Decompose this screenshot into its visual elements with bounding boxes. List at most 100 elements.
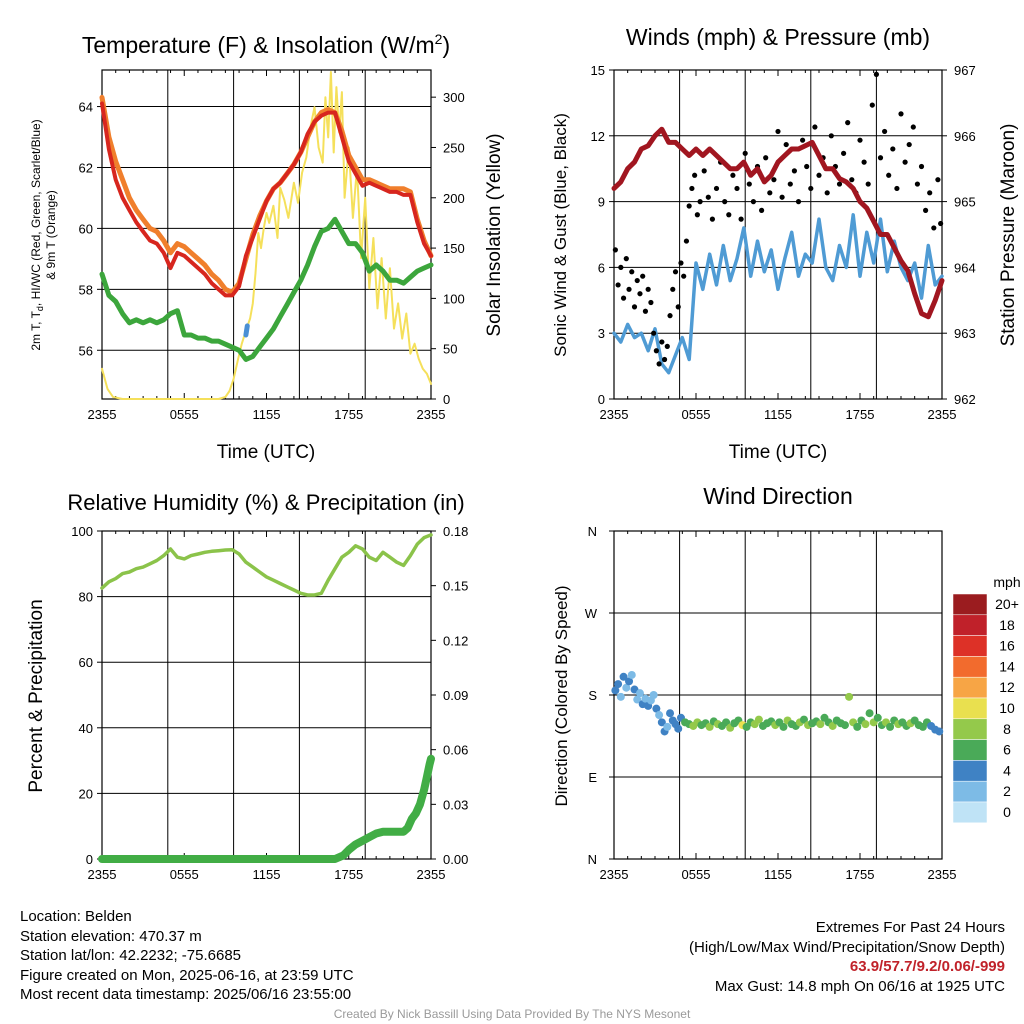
gust-point [931, 225, 937, 231]
humidity-ylabel: Percent & Precipitation [26, 599, 47, 792]
x-tick-label: 2355 [928, 407, 957, 422]
winds-panel: Winds (mph) & Pressure (mb) Sonic Wind &… [551, 24, 1019, 463]
extremes-subtitle: (High/Low/Max Wind/Precipitation/Snow De… [689, 938, 1005, 956]
legend-label: 4 [1003, 762, 1011, 778]
legend-swatch [952, 593, 988, 616]
direction-point [840, 721, 849, 730]
gust-point [683, 238, 690, 244]
x-tick-label: 0555 [170, 867, 199, 882]
recent-text: Most recent data timestamp: 2025/06/16 2… [20, 986, 352, 1003]
gust-point [828, 133, 834, 139]
x-tick-label: 1755 [334, 867, 363, 882]
x-tick-label: 2355 [417, 407, 446, 422]
direction-point [845, 692, 854, 701]
legend-label: 16 [999, 638, 1015, 654]
gust-point [697, 199, 703, 205]
humidity-y-tick-label: 80 [79, 590, 93, 605]
gust-point [726, 212, 732, 218]
pressure-y-tick-label: 964 [954, 260, 976, 275]
plot-border [613, 69, 943, 400]
precip-y-tick-label: 0.03 [443, 797, 468, 812]
gust-point [787, 181, 793, 187]
direction-point [649, 691, 658, 699]
precip-y-tick-label: 0.12 [443, 633, 468, 648]
gust-point [767, 190, 773, 196]
gust-point [927, 190, 933, 196]
direction-point [853, 722, 862, 731]
precip-y-tick-label: 0.15 [443, 579, 468, 594]
legend-label: 8 [1003, 721, 1011, 737]
precip-y-tick-label: 0.09 [443, 688, 468, 703]
gust-point [771, 177, 777, 183]
temperature-y-tick-label: 56 [79, 343, 93, 358]
direction-y-tick-label: W [585, 606, 598, 621]
direction-point [655, 711, 664, 720]
gust-point [923, 207, 929, 213]
gust-point [722, 199, 728, 205]
temperature-y-tick-label: 64 [79, 100, 93, 115]
direction-point [652, 704, 661, 713]
legend-label: 20+ [995, 596, 1019, 612]
gust-point [634, 277, 640, 284]
gust-point [800, 137, 806, 143]
x-tick-label: 2355 [417, 867, 446, 882]
gust-point [701, 168, 707, 174]
legend-label: 6 [1003, 742, 1011, 758]
gust-point [734, 185, 740, 192]
gust-point [738, 216, 744, 222]
direction-ylabel: Direction (Colored By Speed) [552, 585, 571, 806]
direction-point [616, 692, 625, 701]
gust-point [642, 308, 649, 314]
gust-point [659, 339, 665, 345]
direction-point [861, 720, 870, 729]
x-tick-label: 1155 [764, 867, 792, 882]
gust-point [759, 207, 765, 213]
temperature-xlabel: Time (UTC) [217, 442, 316, 463]
direction-point [886, 722, 895, 731]
legend-title: mph [993, 574, 1020, 590]
gust-point [651, 330, 657, 336]
wind-y-tick-label: 9 [598, 195, 605, 210]
legend-label: 0 [1003, 804, 1011, 820]
legend-swatch [952, 718, 988, 740]
direction-point [627, 670, 636, 679]
wind-y-tick-label: 0 [598, 392, 605, 407]
temperature-y-tick-label: 60 [79, 221, 93, 236]
direction-point [865, 709, 874, 718]
direction-point [674, 724, 683, 733]
direction-point [619, 672, 628, 681]
gust-point [626, 286, 632, 292]
x-tick-label: 1755 [846, 407, 875, 422]
x-tick-label: 2355 [600, 867, 629, 882]
direction-point [873, 713, 882, 722]
direction-point [828, 721, 837, 730]
humidity-y-tick-label: 40 [79, 721, 93, 736]
x-tick-label: 1755 [334, 407, 363, 422]
temperature-title: Temperature (F) & Insolation (W/m2) [82, 31, 450, 58]
gust-point [686, 203, 692, 209]
gust-point [902, 159, 908, 165]
direction-y-tick-label: N [588, 524, 597, 539]
gust-point [742, 150, 748, 156]
solar-y-tick-label: 200 [443, 191, 465, 206]
plot-area-winds: 2355 0555 1155 1755 235503691215962963964965… [591, 63, 976, 422]
humidity-y-tick-label: 0 [86, 852, 93, 867]
wind-y-tick-label: 6 [598, 260, 605, 275]
x-tick-label: 0555 [682, 867, 711, 882]
wind-y-tick-label: 12 [591, 129, 605, 144]
gust-point [841, 150, 847, 156]
x-tick-label: 0555 [682, 407, 711, 422]
max-gust-text: Max Gust: 14.8 mph On 06/16 at 1925 UTC [714, 977, 1005, 995]
gust-point [709, 216, 716, 222]
legend-label: 10 [999, 700, 1015, 716]
gust-point [812, 124, 818, 130]
legend-label: 2 [1003, 783, 1011, 799]
gust-point [849, 177, 855, 183]
plot-area-temperature: 2355 0555 1155 1755 2355 56 58 60 62 64 0 50 100 150 2… [79, 69, 465, 422]
gust-point [689, 185, 695, 192]
x-tick-label: 1155 [764, 407, 792, 422]
temperature-ylabel: 2m T, Td, HI/WC (Red, Green, Scarlet/Blu… [29, 119, 45, 350]
gust-point [664, 343, 670, 349]
